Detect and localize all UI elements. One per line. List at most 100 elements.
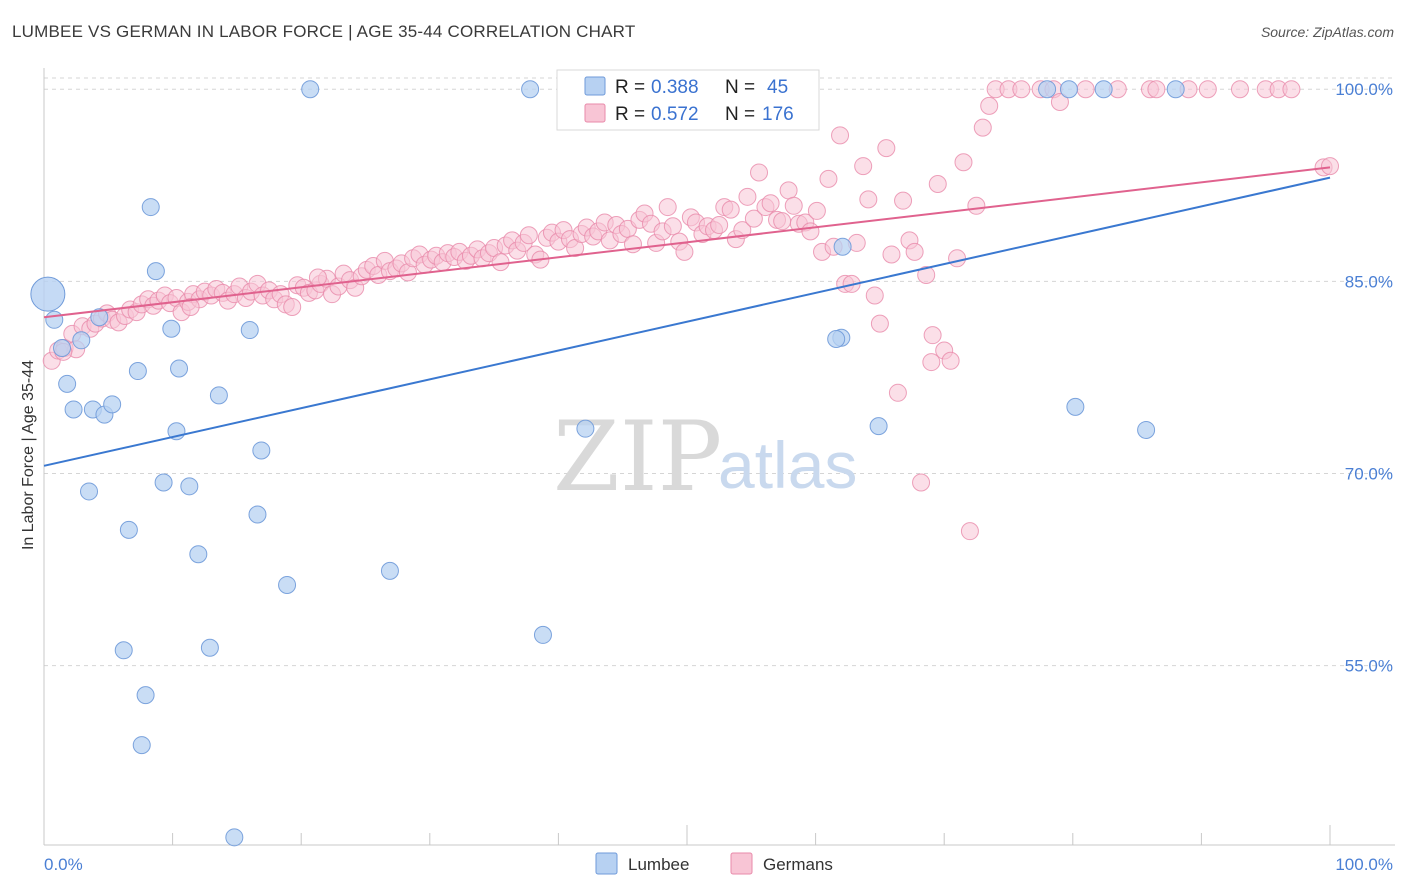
lumbee-point (162, 319, 181, 338)
watermark: ZIP atlas (553, 401, 857, 513)
lumbee-point (1059, 80, 1078, 99)
x-tick-labels: 0.0% 100.0% (44, 855, 1393, 874)
lumbee-large-point (30, 276, 66, 312)
lumbee-point (1166, 80, 1185, 99)
germans-point (912, 473, 931, 492)
lumbee-point (521, 80, 540, 99)
germans-point (744, 209, 763, 228)
germans-point (922, 353, 941, 372)
legend-germans-swatch (730, 852, 753, 875)
lumbee-point (278, 575, 297, 594)
stats-legend: R = 0.388 N = 45 R = 0.572 N = 176 (556, 69, 820, 131)
lumbee-point (869, 417, 888, 436)
germans-point (761, 194, 780, 213)
germans-point (859, 190, 878, 209)
lumbee-point (170, 359, 189, 378)
germans-point (1076, 80, 1095, 99)
germans-point (721, 200, 740, 219)
germans-point (960, 522, 979, 541)
germans-point (663, 217, 682, 236)
lumbee-point (128, 362, 147, 381)
lumbee-point (1094, 80, 1113, 99)
lumbee-point (301, 80, 320, 99)
germans-point (738, 187, 757, 206)
germans-point (658, 198, 677, 217)
germans-point (801, 222, 820, 241)
lumbee-point (53, 338, 72, 357)
germans-point (675, 242, 694, 261)
lumbee-r-value: 0.388 (651, 77, 699, 98)
lumbee-point (154, 473, 173, 492)
lumbee-point (240, 321, 259, 340)
y-tick-label: 100.0% (1335, 80, 1393, 99)
germans-point (941, 351, 960, 370)
y-tick-label: 85.0% (1345, 272, 1393, 291)
germans-point (784, 196, 803, 215)
lumbee-point (1066, 397, 1085, 416)
lumbee-point (114, 641, 133, 660)
lumbee-point (380, 561, 399, 580)
germans-point (1147, 80, 1166, 99)
legend-germans-label: Germans (763, 855, 833, 874)
lumbee-point (45, 310, 64, 329)
germans-point (491, 253, 510, 272)
series-lumbee (30, 80, 1185, 847)
lumbee-point (576, 419, 595, 438)
x-tick-label: 0.0% (44, 855, 83, 874)
germans-point (888, 383, 907, 402)
lumbee-point (80, 482, 99, 501)
lumbee-point (209, 386, 228, 405)
germans-point (283, 297, 302, 316)
y-tick-label: 70.0% (1345, 465, 1393, 484)
germans-swatch (584, 103, 606, 123)
germans-point (181, 297, 200, 316)
germans-point (710, 216, 729, 234)
legend-lumbee-label: Lumbee (628, 855, 689, 874)
germans-r-label: R = (615, 104, 645, 125)
germans-point (1230, 80, 1249, 99)
y-tick-label: 55.0% (1345, 657, 1393, 676)
source-label: Source: ZipAtlas.com (1260, 24, 1394, 40)
germans-point (877, 139, 896, 158)
lumbee-point (225, 828, 244, 847)
lumbee-point (72, 331, 91, 350)
lumbee-point (64, 400, 83, 419)
germans-point (807, 201, 826, 220)
lumbee-trendline (43, 176, 1331, 467)
lumbee-point (1137, 420, 1156, 439)
lumbee-swatch (584, 76, 606, 96)
y-axis-title: In Labor Force | Age 35-44 (20, 360, 37, 550)
lumbee-point (90, 308, 109, 327)
germans-point (928, 175, 947, 194)
lumbee-point (119, 520, 138, 539)
lumbee-point (103, 395, 122, 414)
germans-point (1012, 80, 1031, 99)
germans-point (917, 265, 936, 284)
germans-point (980, 96, 999, 115)
y-tick-labels: 55.0% 70.0% 85.0% 100.0% (1335, 80, 1393, 675)
germans-point (923, 326, 942, 345)
germans-point (819, 169, 838, 188)
germans-n-value: 176 (762, 104, 794, 125)
germans-point (750, 163, 769, 182)
germans-point (1282, 80, 1301, 99)
lumbee-point (189, 545, 208, 564)
germans-r-value: 0.572 (651, 104, 699, 125)
watermark-atlas: atlas (718, 428, 857, 502)
germans-point (882, 245, 901, 264)
watermark-zip: ZIP (553, 401, 722, 513)
lumbee-n-value: 45 (767, 77, 788, 98)
germans-point (1321, 157, 1339, 176)
germans-n-label: N = (725, 104, 755, 125)
germans-point (870, 314, 889, 333)
x-tick-label: 100.0% (1335, 855, 1393, 874)
grid (44, 77, 1395, 667)
lumbee-point (200, 638, 219, 657)
legend-lumbee-swatch (595, 852, 618, 875)
germans-point (1050, 93, 1069, 112)
lumbee-point (827, 330, 846, 349)
germans-point (865, 286, 884, 305)
series-legend: Lumbee Germans (595, 852, 833, 875)
trendlines (43, 166, 1331, 467)
